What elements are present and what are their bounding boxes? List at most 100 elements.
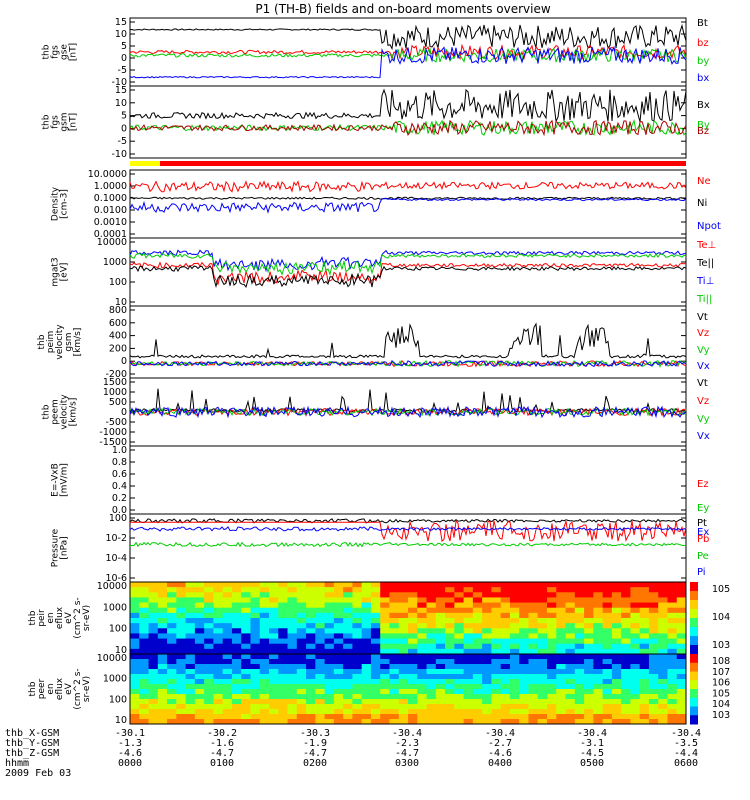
heat-cell [370, 602, 381, 609]
heat-cell [204, 592, 214, 598]
heat-cell [547, 689, 557, 695]
heat-cell [231, 623, 242, 629]
heat-cell [547, 602, 557, 609]
heat-cell [352, 714, 363, 720]
heat-cell [463, 669, 474, 675]
heat-cell [259, 618, 270, 624]
heat-cell [621, 679, 631, 685]
footer-value: -30.2 [207, 728, 237, 739]
heat-cell [426, 638, 437, 645]
heat-cell [408, 719, 418, 725]
colorbar-band [690, 662, 698, 672]
heat-cell [500, 719, 511, 725]
heat-cell [278, 633, 289, 640]
heat-cell [574, 654, 585, 660]
heat-cell [194, 709, 205, 715]
heat-cell [676, 699, 687, 705]
panel-frame [129, 85, 687, 159]
heat-cell [167, 714, 177, 720]
heat-cell [315, 618, 326, 624]
heat-cell [324, 704, 335, 710]
heat-cell [259, 694, 270, 700]
heat-cell [333, 602, 344, 609]
heat-cell [445, 664, 455, 670]
heat-cell [463, 684, 474, 690]
footer-value: -30.4 [671, 728, 701, 739]
heat-cell [593, 648, 604, 655]
heat-cell [584, 582, 594, 588]
heat-cell [630, 618, 641, 624]
heat-cell [333, 709, 344, 715]
heat-cell [139, 633, 150, 640]
heat-cell [389, 648, 400, 655]
heat-cell [398, 689, 409, 695]
heat-cell [398, 648, 409, 655]
heat-cell [528, 709, 539, 715]
heat-cell [584, 628, 594, 634]
heat-cell [287, 602, 298, 609]
heat-cell [176, 587, 187, 593]
legend-Pt: Pt [697, 518, 707, 529]
ylabel: (cm^2 s- [73, 668, 83, 709]
heat-cell [259, 597, 270, 604]
heat-cell [491, 699, 502, 705]
heat-cell [454, 714, 465, 720]
heat-cell [435, 602, 446, 609]
heat-cell [176, 643, 187, 650]
ytick-label: 10-2 [105, 533, 127, 544]
heat-cell [278, 628, 289, 634]
heat-cell [148, 654, 159, 660]
heat-cell [435, 643, 446, 650]
heat-cell [611, 587, 622, 593]
ylabel: peer [37, 678, 47, 699]
mode-bar [130, 161, 686, 166]
heat-cell [528, 602, 539, 609]
heat-cell [194, 659, 205, 665]
heat-cell [176, 719, 187, 725]
heat-cell [676, 607, 687, 614]
heat-cell [389, 709, 400, 715]
heat-cell [213, 633, 224, 640]
heat-cell [482, 694, 492, 700]
heat-cell [361, 654, 372, 660]
heat-cell [278, 704, 289, 710]
heat-cell [269, 592, 279, 598]
heat-cell [593, 654, 604, 660]
heat-cell [593, 607, 604, 614]
heat-cell [259, 709, 270, 715]
heat-cell [417, 592, 428, 598]
heat-cell [528, 587, 539, 593]
heat-cell [445, 648, 455, 655]
ytick-label: 0 [121, 356, 127, 367]
heat-cell [352, 659, 363, 665]
heat-cell [176, 689, 187, 695]
heat-cell [667, 699, 678, 705]
heat-cell [231, 597, 242, 604]
heat-cell [509, 623, 520, 629]
heat-cell [500, 684, 511, 690]
heat-cell [584, 623, 594, 629]
heat-cell [204, 674, 214, 680]
series-Bz [129, 119, 687, 137]
heat-cell [648, 714, 659, 720]
heat-cell [639, 643, 650, 650]
ylabel: sr-eV) [82, 676, 92, 702]
heat-cell [565, 654, 576, 660]
heat-cell [343, 638, 353, 645]
heat-cell [352, 587, 363, 593]
heat-cell [482, 612, 492, 619]
heat-cell [130, 704, 140, 710]
ylabel: thb [28, 681, 38, 696]
colorbar-band [690, 582, 698, 592]
heat-cell [602, 659, 613, 665]
heat-cell [556, 628, 567, 634]
heat-cell [213, 719, 224, 725]
heat-cell [547, 648, 557, 655]
heat-cell [380, 612, 390, 619]
heat-cell [537, 582, 548, 588]
heat-cell [380, 638, 390, 645]
heat-cell [463, 704, 474, 710]
heat-cell [472, 714, 483, 720]
heat-cell [352, 689, 363, 695]
